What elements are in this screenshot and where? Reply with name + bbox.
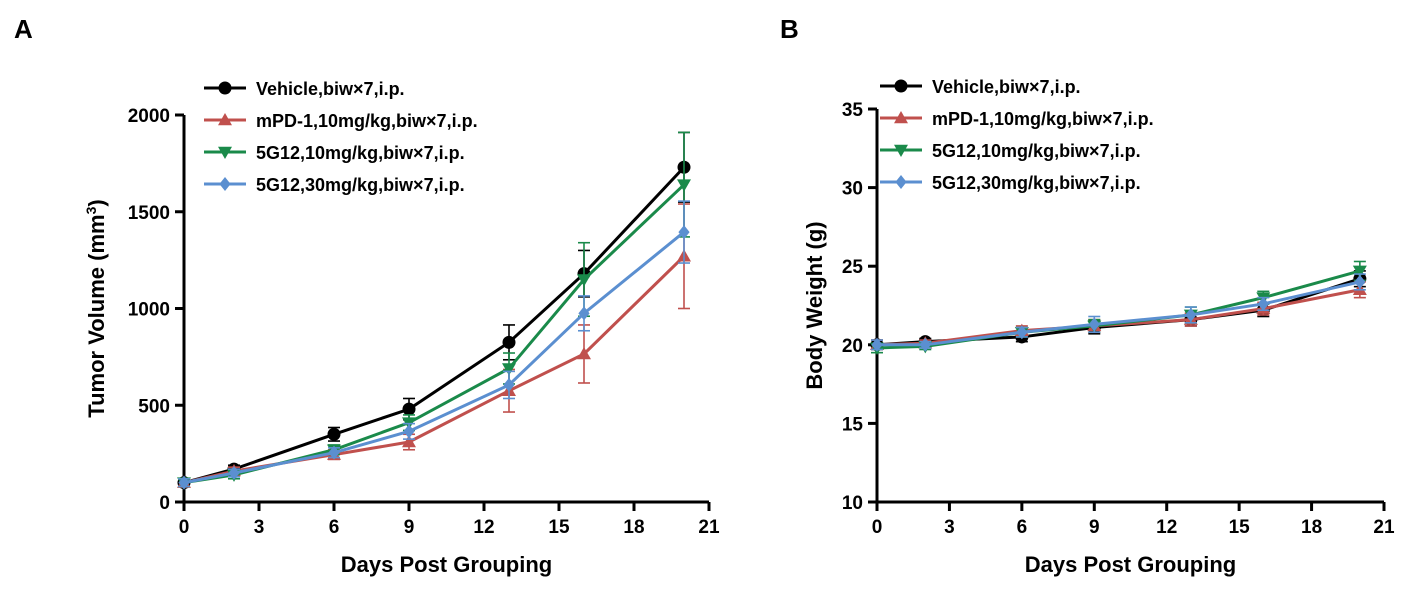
- panel-a-legend: Vehicle,biw×7,i.p. mPD-1,10mg/kg,biw×7,i.…: [204, 79, 478, 195]
- panel-b-legend-label: mPD-1,10mg/kg,biw×7,i.p.: [932, 109, 1154, 129]
- panel-a-x-tick-label: 12: [473, 517, 494, 538]
- panel-a-x-tick-label: 18: [623, 517, 644, 538]
- panel-a-legend-marker: [218, 113, 232, 126]
- panel-b-data-point: [1352, 265, 1367, 278]
- panel-b-legend-label: 5G12,30mg/kg,biw×7,i.p.: [932, 173, 1141, 193]
- panel-b-legend-marker: [894, 144, 908, 157]
- panel-a-y-tick-label: 0: [159, 493, 170, 514]
- panel-b-legend-marker: [894, 111, 908, 124]
- panel-b-legend-marker: [894, 79, 908, 93]
- panel-label-b: B: [780, 14, 799, 44]
- panel-a-y-axis-title: Tumor Volume (mm3): [83, 199, 109, 417]
- panel-b-y-tick-label: 25: [842, 257, 864, 278]
- panel-a-data-point: [502, 335, 516, 349]
- panel-b-x-tick-label: 18: [1301, 517, 1322, 538]
- panel-b-legend-label: 5G12,10mg/kg,biw×7,i.p.: [932, 141, 1141, 161]
- panel-b-chart: 10 15 20 25 30 35 0 3 6 9 12 15 18 21 Days Post Groupi…: [802, 77, 1395, 577]
- panel-a-series-2: [177, 203, 691, 488]
- panel-a-legend-label: 5G12,10mg/kg,biw×7,i.p.: [256, 143, 465, 163]
- panel-a-data-point: [402, 435, 416, 448]
- panel-b-y-tick-label: 15: [842, 414, 864, 435]
- panel-label-a: A: [14, 14, 33, 44]
- panel-b-legend: Vehicle,biw×7,i.p. mPD-1,10mg/kg,biw×7,i.…: [880, 77, 1154, 193]
- panel-a-legend-marker: [218, 146, 232, 159]
- panel-a-data-point: [228, 465, 240, 480]
- panel-b-data-point: [919, 337, 931, 352]
- panel-a-x-tick-label: 6: [329, 517, 340, 538]
- panel-a-data-point: [327, 427, 341, 441]
- panel-b-y-tick-label: 20: [842, 336, 863, 357]
- panel-a-data-point: [577, 346, 591, 360]
- panel-a-chart: 0 500 1000 1500 2000 0 3 6 9 12 15 18 21 Days Post Gr…: [83, 79, 720, 577]
- panel-b-data-point: [1354, 274, 1366, 289]
- panel-b-legend-marker: [895, 175, 907, 189]
- panel-a-data-point: [328, 445, 340, 460]
- panel-b-x-tick-label: 6: [1017, 517, 1028, 538]
- panel-a-data-point: [403, 424, 415, 439]
- panel-b-data-point: [1185, 307, 1197, 322]
- panel-a-data-point: [178, 475, 190, 490]
- panel-b-series-2: [870, 281, 1367, 351]
- panel-a-series-line: [183, 166, 686, 485]
- panel-a-x-tick-label: 15: [548, 517, 570, 538]
- panel-b-x-tick-label: 12: [1156, 517, 1177, 538]
- panel-b-x-tick-label: 0: [872, 517, 883, 538]
- panel-b-y-tick-label: 35: [842, 100, 864, 121]
- panel-b-x-tick-label: 15: [1229, 517, 1251, 538]
- panel-a-x-tick-label: 0: [179, 517, 190, 538]
- panel-b-x-axis-title: Days Post Grouping: [1025, 552, 1236, 577]
- panel-a-legend-label: mPD-1,10mg/kg,biw×7,i.p.: [256, 111, 478, 131]
- panel-a-y-tick-label: 500: [138, 396, 170, 417]
- panel-b-y-tick-label: 30: [842, 179, 863, 200]
- panel-a-y-tick-label: 2000: [128, 106, 170, 127]
- panel-a-x-tick-label: 9: [404, 517, 415, 538]
- panel-b-x-tick-label: 9: [1089, 517, 1100, 538]
- panel-a-data-point: [677, 179, 691, 192]
- panel-a-data-point: [578, 306, 590, 321]
- panel-b-x-tick-label: 21: [1373, 517, 1395, 538]
- panel-a-legend-marker: [218, 81, 232, 95]
- panel-a-data-point: [502, 363, 516, 376]
- panel-a-x-tick-label: 3: [254, 517, 265, 538]
- panel-a-data-point: [577, 274, 591, 287]
- panel-b-y-tick-label: 10: [842, 493, 863, 514]
- panel-a-legend-label: Vehicle,biw×7,i.p.: [256, 79, 405, 99]
- panel-b-series-line: [876, 269, 1361, 350]
- panel-a-legend-marker: [219, 177, 231, 191]
- panel-a-series-line: [183, 255, 686, 485]
- panel-a-legend-label: 5G12,30mg/kg,biw×7,i.p.: [256, 175, 465, 195]
- panel-a-series-line: [183, 183, 686, 485]
- panel-b-y-axis-title: Body Weight (g): [802, 221, 827, 389]
- panel-a-series-line: [183, 230, 685, 485]
- panel-a-x-axis-title: Days Post Grouping: [341, 552, 552, 577]
- panel-a-series-4: [178, 200, 690, 490]
- panel-a-y-tick-label: 1500: [128, 203, 170, 224]
- panel-b-data-point: [1257, 296, 1269, 311]
- panel-b-legend-label: Vehicle,biw×7,i.p.: [932, 77, 1081, 97]
- panel-a-data-point: [678, 225, 690, 240]
- panel-b-series-line: [876, 277, 1361, 347]
- panel-a-x-tick-label: 21: [698, 517, 720, 538]
- panel-b-data-point: [1016, 325, 1028, 340]
- panel-b-x-tick-label: 3: [944, 517, 955, 538]
- panel-a-data-point: [402, 402, 416, 416]
- panel-b-data-point: [1088, 317, 1100, 332]
- panel-b-series-4: [871, 273, 1366, 352]
- panel-b-data-point: [871, 337, 883, 352]
- panel-a-data-point: [503, 377, 515, 392]
- panel-a-y-tick-label: 1000: [128, 300, 170, 321]
